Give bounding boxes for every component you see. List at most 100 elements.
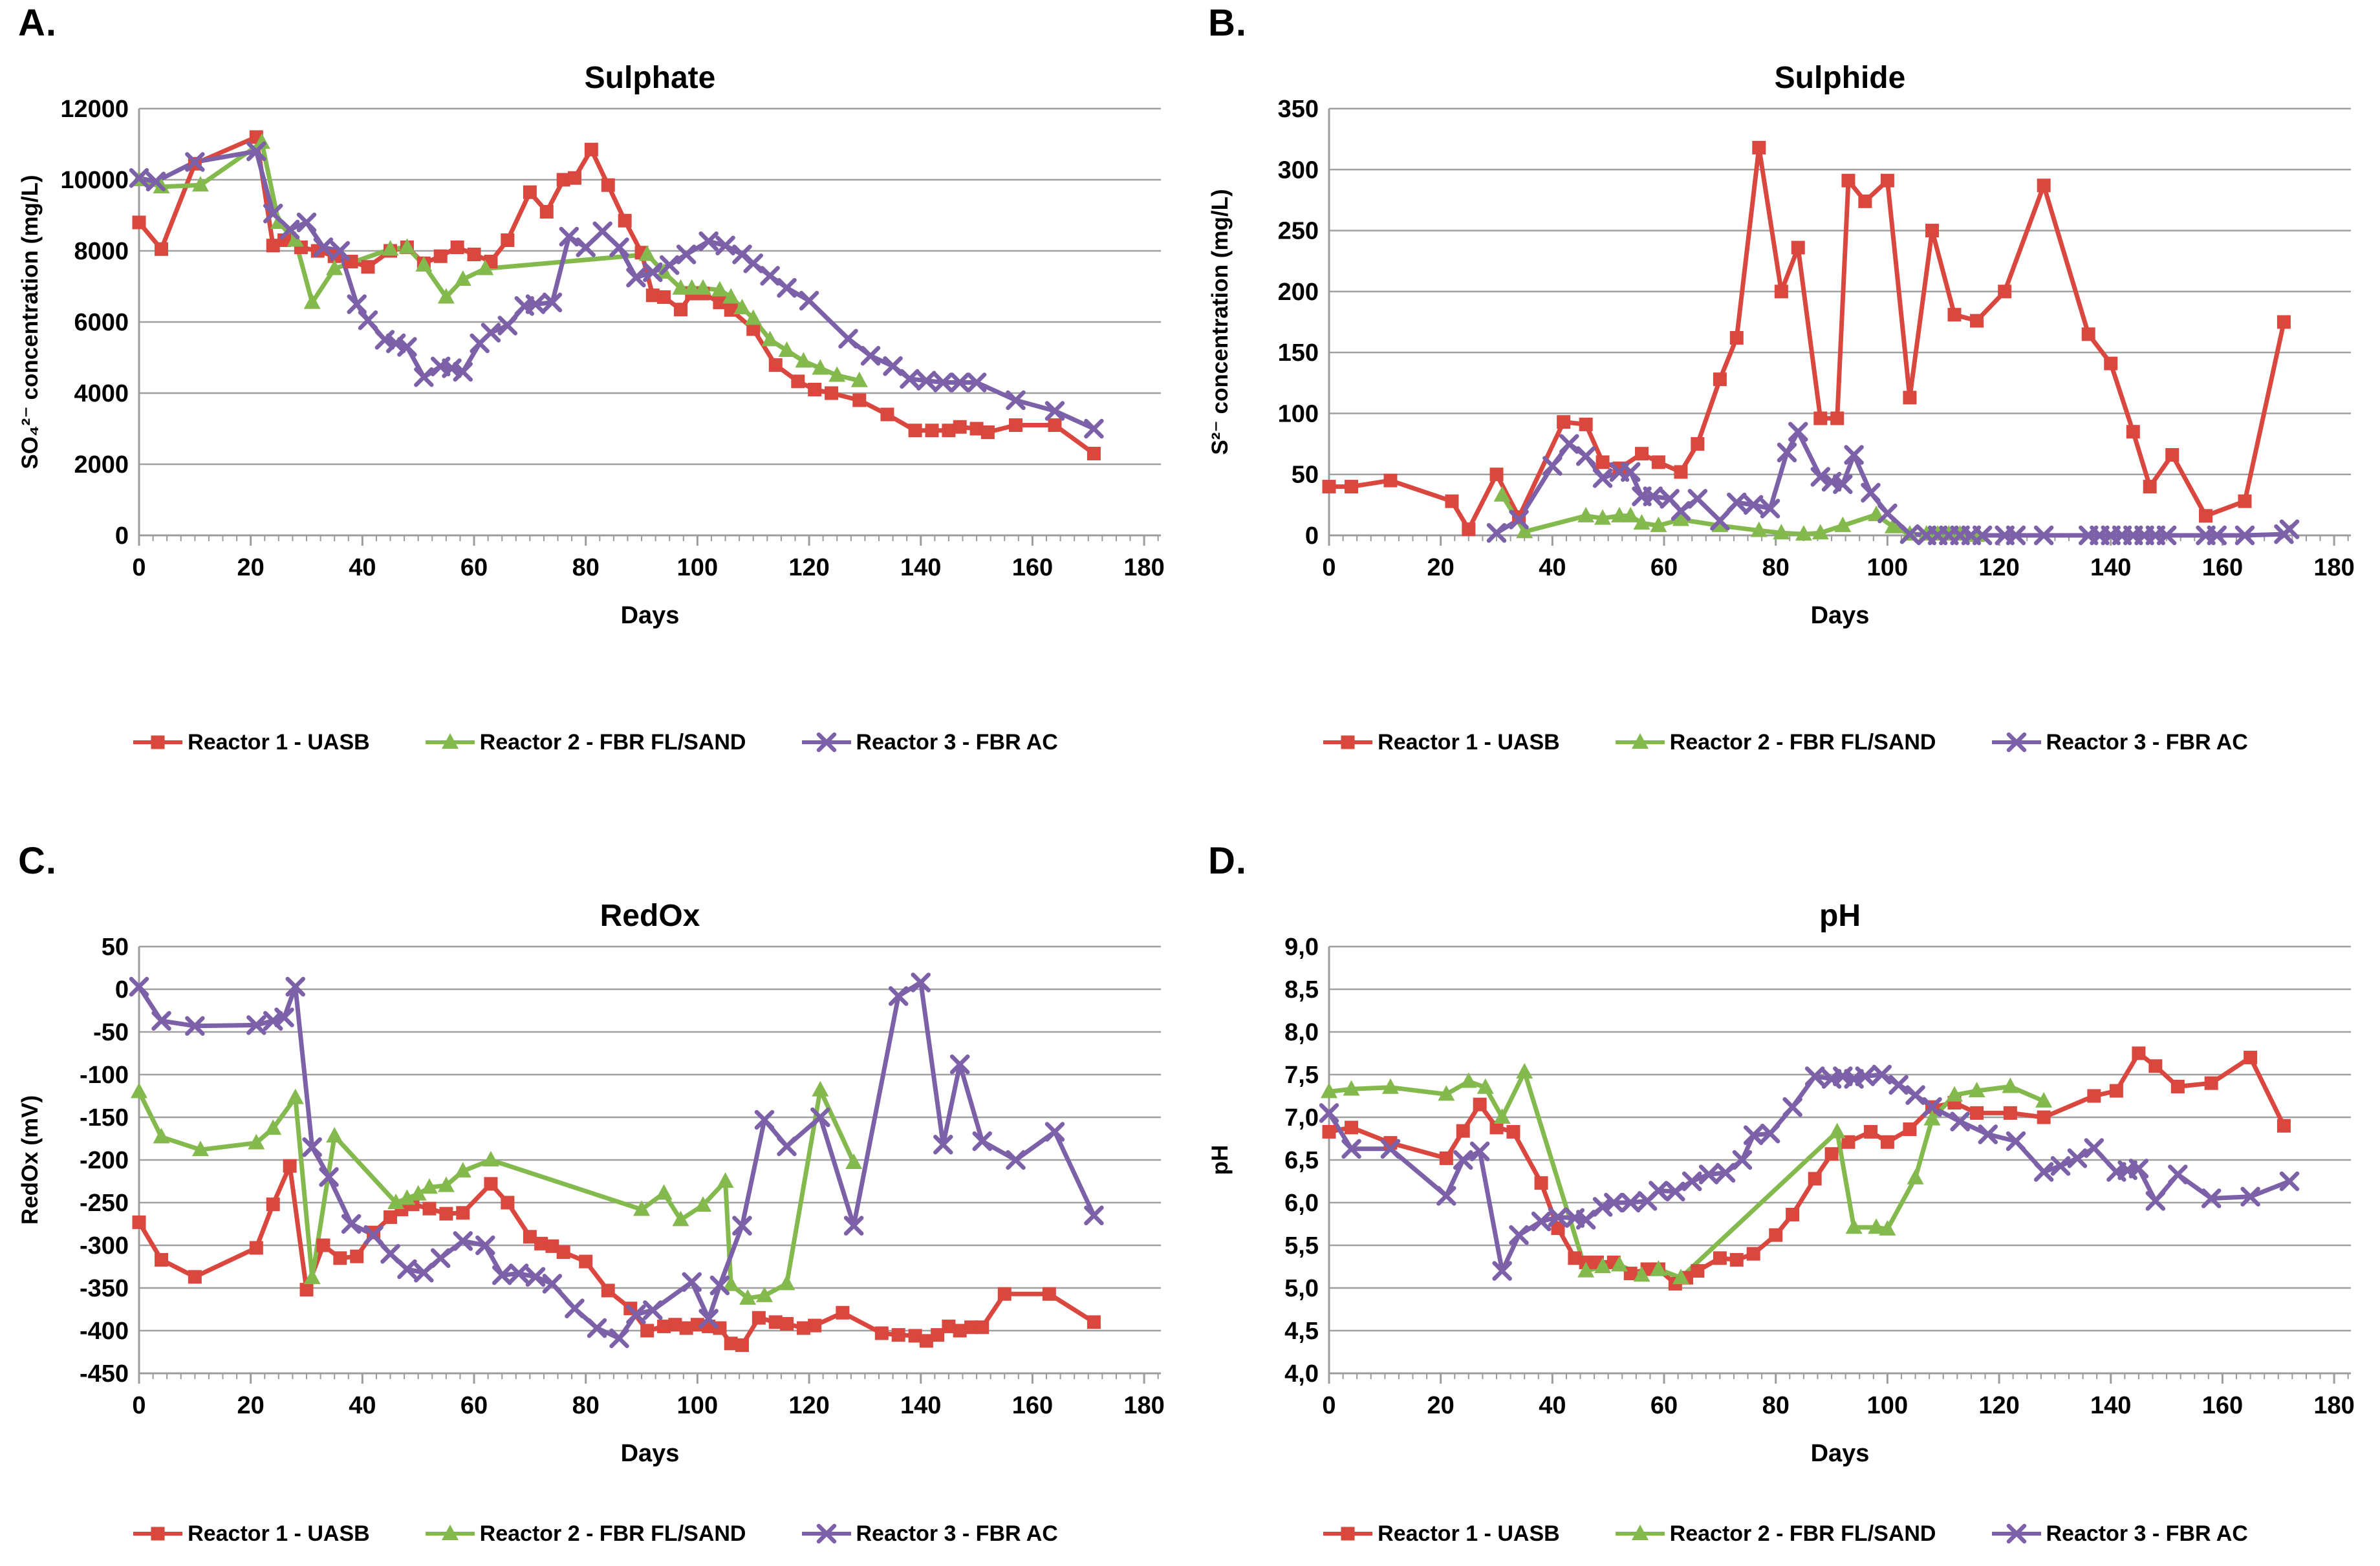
svg-text:300: 300: [1278, 156, 1319, 184]
svg-text:20: 20: [237, 1392, 265, 1419]
svg-text:60: 60: [460, 1392, 488, 1419]
triangle-marker-icon: [1615, 733, 1665, 749]
legend-item-reactor2: Reactor 2 - FBR FL/SAND: [424, 1521, 746, 1547]
svg-text:-250: -250: [80, 1190, 129, 1217]
svg-text:180: 180: [2313, 1392, 2354, 1419]
svg-text:120: 120: [788, 1392, 829, 1419]
svg-text:20: 20: [237, 554, 265, 581]
panel-header: A. Sulphate: [0, 0, 1190, 97]
svg-text:-50: -50: [93, 1019, 129, 1046]
series-reactor3: [129, 141, 1104, 439]
x-marker-icon: [1991, 1523, 2041, 1544]
legend-item-reactor2: Reactor 2 - FBR FL/SAND: [1614, 729, 1936, 755]
panel-letter-a: A.: [18, 2, 57, 44]
svg-text:4,0: 4,0: [1284, 1360, 1319, 1388]
legend-label: Reactor 3 - FBR AC: [856, 729, 1058, 755]
svg-text:Days: Days: [621, 602, 680, 629]
legend-label: Reactor 2 - FBR FL/SAND: [479, 1521, 746, 1546]
svg-text:100: 100: [1278, 400, 1319, 427]
svg-text:6000: 6000: [74, 309, 129, 336]
legend-label: Reactor 2 - FBR FL/SAND: [479, 729, 746, 755]
svg-text:12000: 12000: [60, 97, 129, 123]
legend-redox: Reactor 1 - UASB Reactor 2 - FBR FL/SAND R…: [0, 1514, 1190, 1553]
series-reactor2: [1321, 1063, 2053, 1285]
svg-text:-100: -100: [80, 1062, 129, 1089]
svg-text:-200: -200: [80, 1147, 129, 1174]
svg-text:50: 50: [102, 935, 129, 961]
svg-text:0: 0: [1322, 1392, 1336, 1419]
svg-text:S²⁻ concentration (mg/L): S²⁻ concentration (mg/L): [1207, 189, 1233, 455]
svg-text:180: 180: [1123, 554, 1164, 581]
svg-text:80: 80: [1762, 1392, 1790, 1419]
svg-text:100: 100: [677, 1392, 718, 1419]
svg-text:80: 80: [572, 1392, 600, 1419]
svg-text:160: 160: [1012, 1392, 1053, 1419]
legend-label: Reactor 1 - UASB: [1378, 1521, 1560, 1546]
svg-text:RedOx (mV): RedOx (mV): [17, 1095, 43, 1225]
svg-text:0: 0: [132, 554, 146, 581]
svg-text:350: 350: [1278, 97, 1319, 123]
svg-text:40: 40: [349, 554, 376, 581]
svg-text:7,0: 7,0: [1284, 1104, 1319, 1132]
triangle-marker-icon: [425, 1525, 475, 1540]
square-marker-icon: [133, 735, 183, 749]
chart-title-ph: pH: [1819, 899, 1861, 933]
legend-label: Reactor 3 - FBR AC: [2046, 1521, 2248, 1546]
legend-ph: Reactor 1 - UASB Reactor 2 - FBR FL/SAND R…: [1190, 1514, 2380, 1553]
legend-sulphide: Reactor 1 - UASB Reactor 2 - FBR FL/SAND R…: [1190, 723, 2380, 762]
panel-sulphate: A. Sulphate 0 20 40 60 80 100 120 140 160 180 0 200…: [0, 0, 1190, 783]
svg-text:60: 60: [460, 554, 488, 581]
panel-header: D. pH: [1190, 838, 2380, 935]
legend-label: Reactor 1 - UASB: [188, 729, 370, 755]
svg-text:0: 0: [115, 976, 129, 1003]
x-marker-icon: [801, 1523, 851, 1544]
legend-item-reactor1: Reactor 1 - UASB: [1322, 1521, 1560, 1547]
svg-text:9,0: 9,0: [1284, 935, 1319, 961]
x-marker-icon: [1991, 732, 2041, 753]
svg-text:80: 80: [1762, 554, 1790, 581]
chart-title-sulphate: Sulphate: [584, 61, 716, 95]
legend-label: Reactor 3 - FBR AC: [2046, 729, 2248, 755]
svg-text:6,5: 6,5: [1284, 1147, 1319, 1174]
svg-text:100: 100: [677, 554, 718, 581]
svg-text:250: 250: [1278, 218, 1319, 245]
chart-title-redox: RedOx: [600, 899, 700, 933]
legend-item-reactor1: Reactor 1 - UASB: [132, 729, 370, 755]
chart-sulphide: 0 20 40 60 80 100 120 140 160 180 0 50 100 150 200 250 3…: [1207, 97, 2355, 629]
svg-text:20: 20: [1427, 554, 1455, 581]
series-reactor2: [131, 1080, 863, 1305]
svg-text:200: 200: [1278, 279, 1319, 306]
svg-text:140: 140: [900, 554, 941, 581]
svg-text:8000: 8000: [74, 238, 129, 265]
legend-item-reactor3: Reactor 3 - FBR AC: [1991, 729, 2248, 755]
series-reactor3: [129, 972, 1104, 1349]
svg-text:7,5: 7,5: [1284, 1062, 1319, 1089]
svg-text:40: 40: [1539, 1392, 1566, 1419]
svg-text:140: 140: [2090, 1392, 2131, 1419]
svg-text:-150: -150: [80, 1104, 129, 1132]
svg-text:pH: pH: [1207, 1145, 1233, 1175]
x-marker-icon: [801, 732, 851, 753]
series-reactor3: [1486, 422, 2300, 546]
svg-text:4,5: 4,5: [1284, 1318, 1319, 1345]
svg-text:0: 0: [115, 522, 129, 550]
svg-text:150: 150: [1278, 339, 1319, 367]
legend-item-reactor3: Reactor 3 - FBR AC: [1991, 1521, 2248, 1547]
legend-item-reactor2: Reactor 2 - FBR FL/SAND: [424, 729, 746, 755]
svg-text:5,5: 5,5: [1284, 1232, 1319, 1260]
svg-text:100: 100: [1867, 554, 1908, 581]
panel-redox: C. RedOx 0 20 40 60 80 100 120 140 160 180 -450 -40…: [0, 783, 1190, 1566]
svg-text:160: 160: [2202, 1392, 2243, 1419]
svg-text:120: 120: [788, 554, 829, 581]
svg-text:2000: 2000: [74, 451, 129, 478]
svg-text:120: 120: [1978, 1392, 2019, 1419]
chart-ph: 0 20 40 60 80 100 120 140 160 180 4,0 4,5 5,0 5,5 6,0 6…: [1207, 935, 2355, 1467]
svg-text:SO₄²⁻ concentration (mg/L): SO₄²⁻ concentration (mg/L): [17, 175, 43, 469]
chart-title-sulphide: Sulphide: [1774, 61, 1906, 95]
svg-text:8,0: 8,0: [1284, 1019, 1319, 1046]
legend-label: Reactor 1 - UASB: [1378, 729, 1560, 755]
panel-ph: D. pH 0 20 40 60 80 100 120 140 160 180 4,0 4,5 5,0 5…: [1190, 783, 2380, 1566]
panel-letter-b: B.: [1208, 2, 1247, 44]
triangle-marker-icon: [425, 733, 475, 749]
svg-text:5,0: 5,0: [1284, 1275, 1319, 1302]
